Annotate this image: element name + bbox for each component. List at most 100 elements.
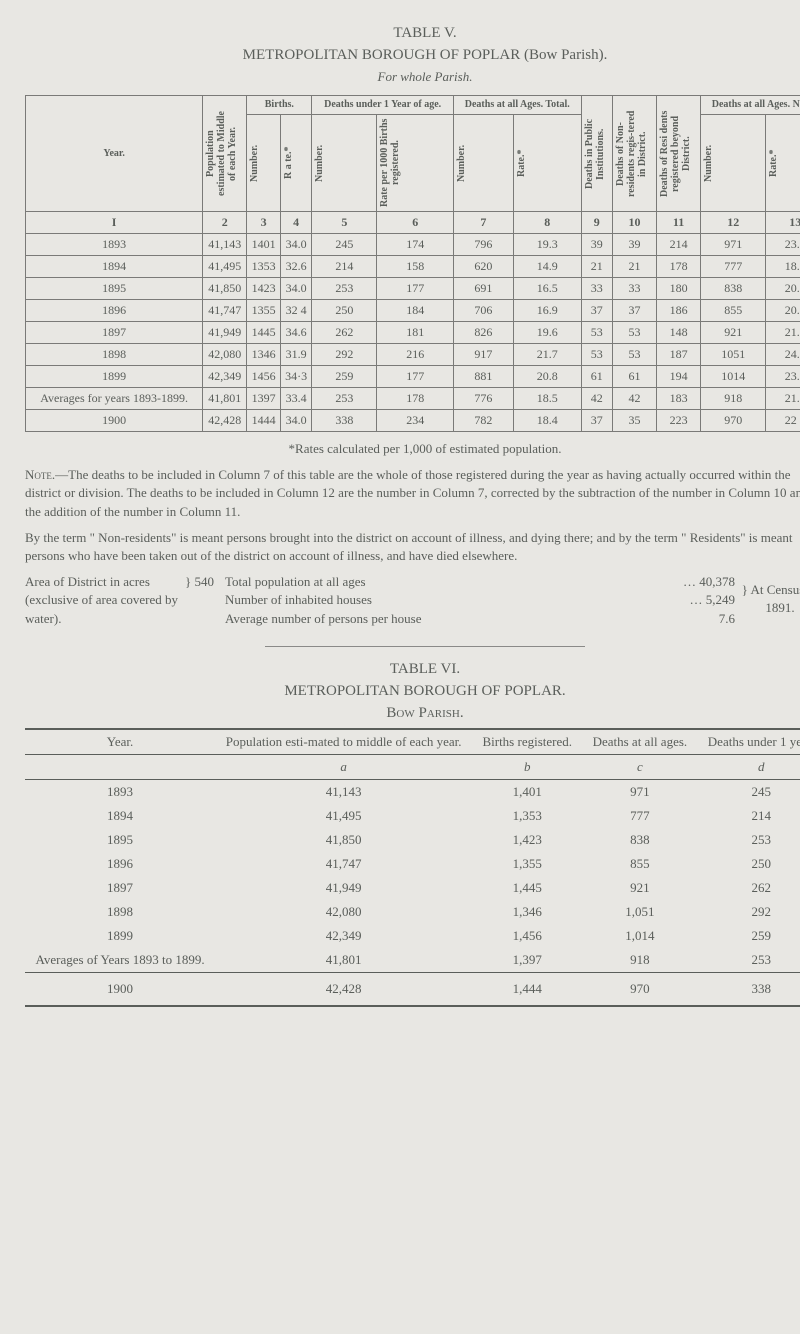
- hdr-births: Births.: [247, 96, 312, 115]
- cell: 826: [453, 322, 513, 344]
- cell: 216: [377, 344, 453, 366]
- hdr-b-rate: R a te.*: [281, 115, 312, 212]
- hdr-pop: Population estimated to Middle of each Y…: [203, 96, 247, 212]
- cell: 181: [377, 322, 453, 344]
- hdr-d1: Deaths under 1 Year of age.: [312, 96, 454, 115]
- cell: 183: [657, 388, 701, 410]
- cell: 1,353: [472, 804, 582, 828]
- cell: 262: [312, 322, 377, 344]
- cell: 706: [453, 300, 513, 322]
- table-v-label: TABLE V.: [25, 25, 800, 42]
- cell: 1456: [247, 366, 281, 388]
- cell: 23.9: [766, 366, 800, 388]
- cell: 148: [657, 322, 701, 344]
- area-block: Area of District in acres (exclusive of …: [25, 573, 800, 628]
- cell: 37: [581, 410, 612, 432]
- table-row: 189441,495135332.621415862014.9212117877…: [26, 256, 800, 278]
- cell: 1,423: [472, 828, 582, 852]
- cell: 777: [701, 256, 766, 278]
- cell: 1896: [25, 852, 215, 876]
- table-vi-label: TABLE VI.: [25, 661, 800, 678]
- colnum: 13: [766, 212, 800, 234]
- cell: 18.5: [513, 388, 581, 410]
- cell: 1895: [25, 828, 215, 852]
- cell: 1895: [26, 278, 203, 300]
- cell: 178: [377, 388, 453, 410]
- cell: 253: [312, 278, 377, 300]
- note-para-1-text: —The deaths to be included in Column 7 o…: [25, 467, 800, 518]
- cell: 1444: [247, 410, 281, 432]
- hdr-dt-rate: Rate.*: [513, 115, 581, 212]
- cell: 214: [312, 256, 377, 278]
- cell: 19.6: [513, 322, 581, 344]
- table-row: 189541,850142334.025317769116.5333318083…: [26, 278, 800, 300]
- table-row: 189741,949144534.626218182619.6535314892…: [26, 322, 800, 344]
- area-bracket-note: } At Census of 1891.: [735, 573, 800, 628]
- cell: 338: [312, 410, 377, 432]
- table-vi-title: METROPOLITAN BOROUGH OF POPLAR.: [25, 683, 800, 700]
- cell: 158: [377, 256, 453, 278]
- cell: 187: [657, 344, 701, 366]
- cell: 777: [582, 804, 697, 828]
- cell: 53: [581, 322, 612, 344]
- cell: 921: [582, 876, 697, 900]
- cell: 33: [581, 278, 612, 300]
- area-num: … 40,378: [665, 573, 735, 591]
- area-left: Area of District in acres (exclusive of …: [25, 573, 185, 628]
- hdr-nett: Deaths at all Ages. Nett.: [701, 96, 800, 115]
- cell: 42,349: [215, 924, 472, 948]
- cell: 41,949: [215, 876, 472, 900]
- cell: 34.0: [281, 410, 312, 432]
- area-mid: } 540: [185, 573, 225, 628]
- colnum: 4: [281, 212, 312, 234]
- cell: 20.8: [513, 366, 581, 388]
- cell: 32.6: [281, 256, 312, 278]
- table-row: 189341,1431,401971245: [25, 779, 800, 804]
- section-divider: [265, 646, 585, 647]
- hdr-pop: Population esti-mated to middle of each …: [215, 729, 472, 755]
- col-letter: [25, 754, 215, 779]
- cell: 177: [377, 278, 453, 300]
- cell: 253: [697, 828, 800, 852]
- cell: 970: [582, 972, 697, 1006]
- cell: 41,850: [203, 278, 247, 300]
- cell: 1,401: [472, 779, 582, 804]
- cell: 838: [701, 278, 766, 300]
- col-letter: a: [215, 754, 472, 779]
- cell: 917: [453, 344, 513, 366]
- colnum: 12: [701, 212, 766, 234]
- cell: 20.0: [766, 278, 800, 300]
- cell: 253: [312, 388, 377, 410]
- cell: 855: [582, 852, 697, 876]
- col-letter: b: [472, 754, 582, 779]
- cell: 61: [612, 366, 656, 388]
- area-right-labels: Total population at all ages Number of i…: [225, 573, 665, 628]
- colnum: 7: [453, 212, 513, 234]
- table-vi-subtitle: Bow Parish.: [25, 705, 800, 722]
- cell: 37: [612, 300, 656, 322]
- colnum: 5: [312, 212, 377, 234]
- hdr-year: Year.: [26, 96, 203, 212]
- cell: 42,428: [215, 972, 472, 1006]
- cell: 178: [657, 256, 701, 278]
- cell: 21.7: [513, 344, 581, 366]
- cell: 41,850: [215, 828, 472, 852]
- cell: 1893: [25, 779, 215, 804]
- hdr-b-num: Number.: [247, 115, 281, 212]
- cell: 1445: [247, 322, 281, 344]
- cell: 1900: [26, 410, 203, 432]
- row-1900: 190042,4281,444970338: [25, 972, 800, 1006]
- cell: 22 8: [766, 410, 800, 432]
- cell: 292: [697, 900, 800, 924]
- cell: 234: [377, 410, 453, 432]
- avg-row: Averages of Years 1893 to 1899.41,8011,3…: [25, 948, 800, 973]
- note-word: Note.: [25, 467, 55, 482]
- hdr-nonres: Deaths of Non-residents regis-tered in D…: [612, 96, 656, 212]
- cell: 691: [453, 278, 513, 300]
- cell: 186: [657, 300, 701, 322]
- cell: 971: [701, 234, 766, 256]
- cell: 1896: [26, 300, 203, 322]
- avg-label: Averages of Years 1893 to 1899.: [25, 948, 215, 973]
- cell: 41,949: [203, 322, 247, 344]
- cell: 776: [453, 388, 513, 410]
